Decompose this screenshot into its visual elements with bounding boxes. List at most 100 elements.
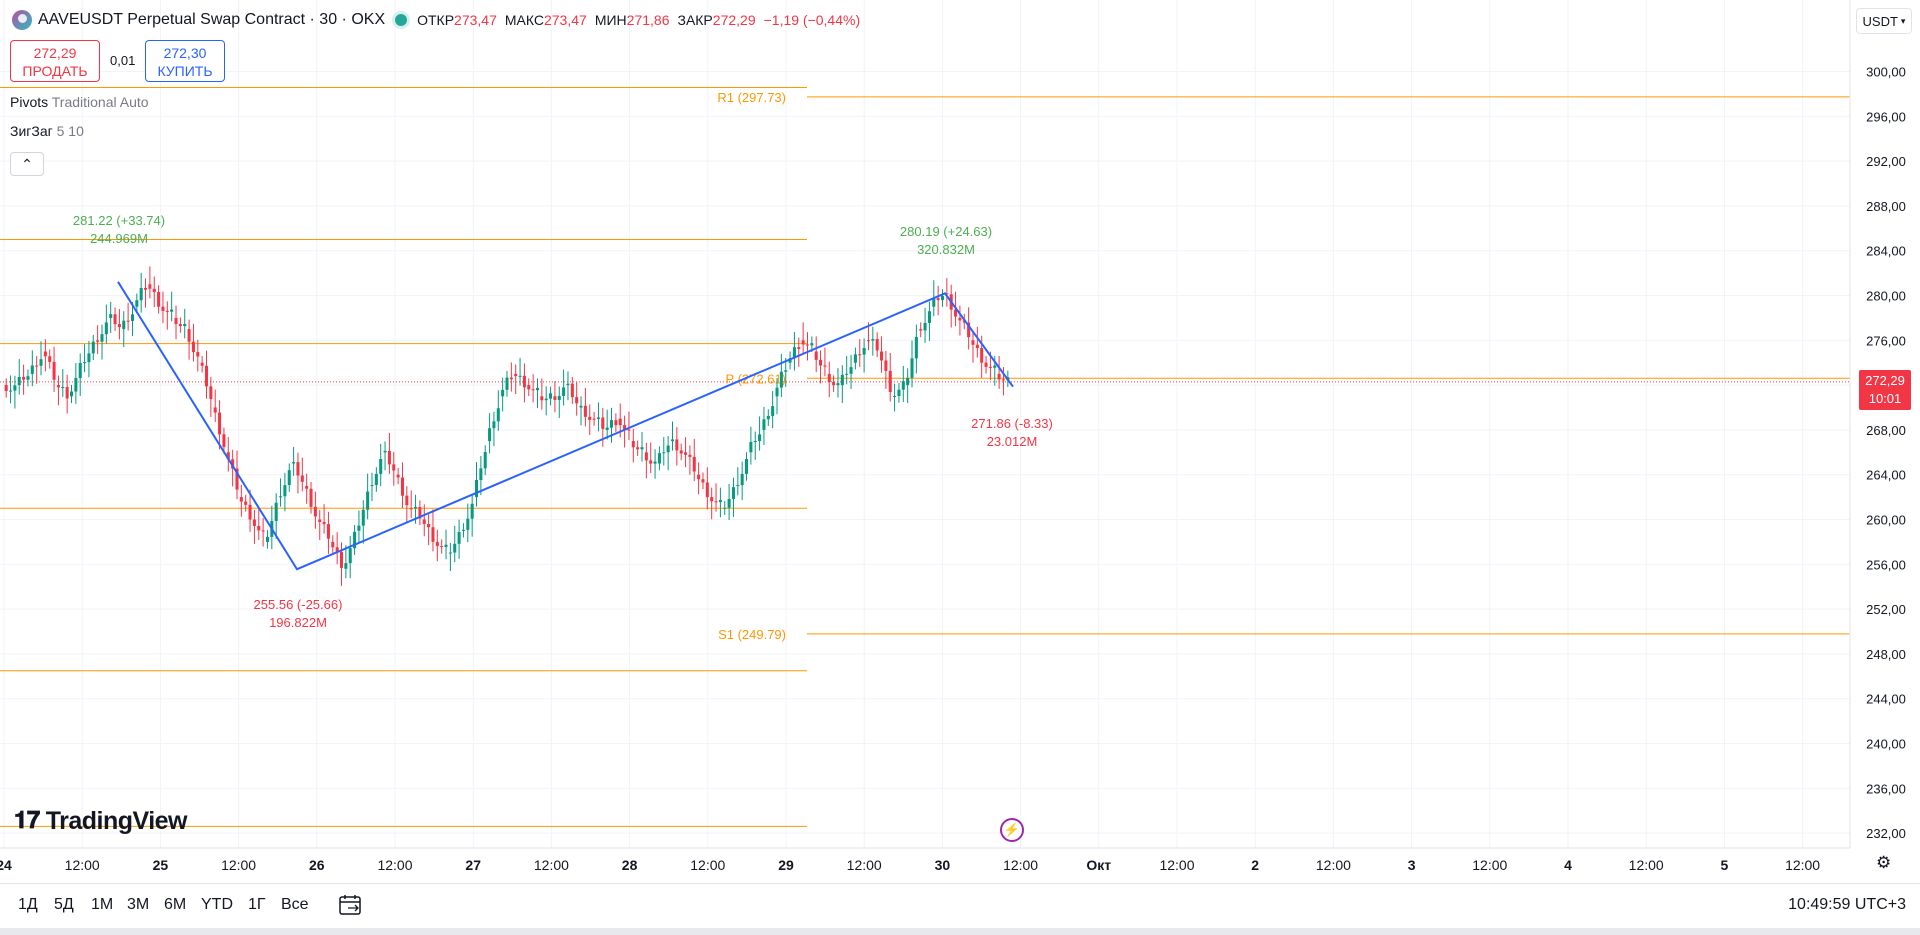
pivot-label: S1 (249.79) [718,627,786,642]
candle-body [927,311,931,323]
candle-body [684,452,688,455]
candle-body [400,477,405,496]
time-tick-label: 12:00 [690,857,725,873]
candle-body [226,452,230,460]
range-button-all[interactable]: Все [281,896,309,913]
pivot-label: R1 (297.73) [717,90,786,105]
candle-body [357,525,361,531]
candle-body [692,456,696,472]
candle-body [875,339,879,351]
candle-body [919,329,923,331]
candle-body [318,519,322,523]
candle-body [566,383,570,386]
candle-body [731,487,735,500]
zigzag-indicator-legend[interactable]: ЗигЗаг 5 10 [10,123,84,139]
time-tick-label: 12:00 [65,857,100,873]
candle-body [56,385,60,388]
bolt-icon[interactable]: ⚡ [1000,818,1024,842]
chart-grid [0,0,1850,848]
candle-body [174,317,178,325]
candle-body [792,347,796,359]
range-button-3m[interactable]: 3М [127,896,150,913]
time-tick-label: 12:00 [377,857,412,873]
tradingview-logo[interactable]: 𝟏𝟕 TradingView [14,806,188,836]
bar-countdown: 10:01 [1868,391,1902,406]
candle-body [527,385,531,390]
range-button-1y[interactable]: 1Г [248,896,266,913]
range-button-6m[interactable]: 6М [164,896,187,913]
zigzag-price-label: 281.22 (+33.74) [73,213,165,228]
range-button-1m[interactable]: 1М [91,896,114,913]
currency-select[interactable]: USDT ▾ [1856,8,1912,34]
candle-body [618,418,622,426]
candle-body [827,373,831,383]
candle-body [39,359,43,366]
date-range-calendar-icon[interactable] [338,893,364,917]
axis-settings-gear-icon[interactable]: ⚙ [1876,853,1892,872]
candle-body [122,320,126,330]
candle-body [562,387,566,396]
candle-body [540,396,544,401]
candle-body [644,452,648,461]
time-tick-label: 12:00 [1003,857,1038,873]
candle-body [984,362,988,367]
logo-text: TradingView [45,806,188,835]
candle-body [736,485,740,487]
clock-readout[interactable]: 10:49:59 UTC+3 [1788,896,1906,913]
candle-body [383,450,387,453]
candle-body [126,320,130,322]
buy-button[interactable]: 272,30 КУПИТЬ [145,40,225,82]
candle-body [670,439,675,442]
time-tick-label: 12:00 [534,857,569,873]
candle-body [296,462,300,476]
symbol-title[interactable]: AAVEUSDT Perpetual Swap Contract · 30 · … [38,11,386,28]
candle-body [204,365,209,387]
candle-body [988,366,992,368]
candle-body [183,323,187,327]
candle-body [492,421,496,429]
buy-label: КУПИТЬ [157,63,213,79]
candle-body [980,348,984,363]
candle-body [370,485,374,487]
candle-body [248,504,252,520]
candle-body [614,420,618,426]
range-button-ytd[interactable]: YTD [201,896,233,913]
candle-body [435,541,439,547]
candle-body [723,507,727,509]
change-value: −1,19 (−0,44%) [763,12,861,28]
candle-body [200,362,204,366]
horizontal-scroll-strip[interactable] [0,928,1920,935]
close-label: ЗАКР [677,12,713,28]
candle-body [466,518,470,530]
aave-coin-icon [12,10,32,30]
time-tick-label: 28 [622,857,638,873]
candle-body [535,387,540,391]
collapse-legend-button[interactable]: ⌃ [10,152,44,176]
candle-body [113,314,117,325]
candle-body [283,485,287,497]
candle-body [744,458,749,474]
candle-body [997,373,1001,380]
candle-body [923,322,927,331]
candle-body [457,532,461,544]
candle-body [880,351,884,361]
candle-body [244,501,248,505]
candle-body [531,389,535,391]
time-tick-label: 12:00 [847,857,882,873]
candle-body [483,452,487,469]
market-open-status-icon [395,14,408,26]
sell-button[interactable]: 272,29 ПРОДАТЬ [10,40,100,82]
price-tick-label: 248,00 [1866,647,1906,662]
pivots-indicator-legend[interactable]: Pivots Traditional Auto [10,94,149,110]
candle-body [862,347,866,355]
range-button-1d[interactable]: 1Д [18,896,38,913]
candle-body [361,509,365,526]
candle-body [758,434,762,442]
candle-body [231,459,235,469]
time-tick-label: 2 [1251,857,1259,873]
candle-body [910,358,914,378]
candle-body [814,351,818,360]
candle-body [801,340,805,345]
range-button-5d[interactable]: 5Д [54,896,74,913]
